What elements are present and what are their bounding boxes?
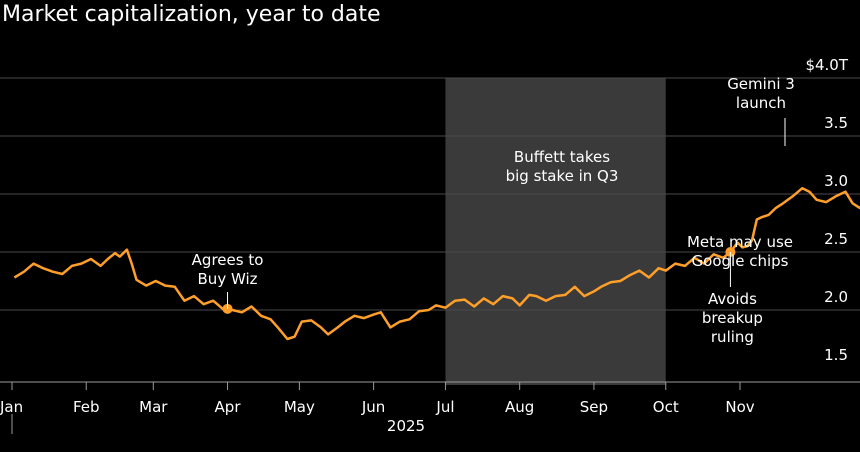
x-axis-year-label: 2025 xyxy=(387,417,425,435)
annotation-label: Meta may use Google chips xyxy=(687,233,793,270)
x-tick-label: Feb xyxy=(73,398,100,416)
chart-title: Market capitalization, year to date xyxy=(2,2,381,27)
y-tick-label: 1.5 xyxy=(824,346,848,364)
annotation-line: Gemini 3 xyxy=(727,75,795,93)
shaded-period xyxy=(445,78,666,385)
annotation-line: Buffett takes xyxy=(514,148,610,166)
y-tick-label: $4.0T xyxy=(805,56,848,74)
series-line xyxy=(13,186,860,341)
y-tick-label: 2.0 xyxy=(824,288,848,306)
x-tick-label: Apr xyxy=(215,398,242,416)
x-tick-label: Mar xyxy=(139,398,168,416)
annotation-line: ruling xyxy=(711,328,754,346)
annotation-line: launch xyxy=(736,94,786,112)
y-tick-label: 3.0 xyxy=(824,172,848,190)
y-tick-label: 3.5 xyxy=(824,114,848,132)
annotation-line: breakup xyxy=(702,309,763,327)
annotation-line: Avoids xyxy=(708,290,757,308)
x-tick-label: Jul xyxy=(435,398,454,416)
x-tick-label: Aug xyxy=(505,398,534,416)
annotation-line: Agrees to xyxy=(192,251,264,269)
x-tick-label: Oct xyxy=(653,398,679,416)
annotation-line: Buy Wiz xyxy=(198,270,258,288)
annotation-label: Buffett takes big stake in Q3 xyxy=(506,148,619,185)
annotation-line: Meta may use xyxy=(687,233,793,251)
x-tick-label: Sep xyxy=(580,398,608,416)
annotation-line: Google chips xyxy=(692,252,789,270)
x-tick-label: Jun xyxy=(361,398,385,416)
y-tick-label: 2.5 xyxy=(824,230,848,248)
annotation-label: Avoids breakup ruling xyxy=(702,290,763,346)
annotation-line: big stake in Q3 xyxy=(506,167,619,185)
annotation-label: Agrees to Buy Wiz xyxy=(192,251,264,288)
x-tick-label: Nov xyxy=(725,398,754,416)
x-tick-label: Jan xyxy=(0,398,23,416)
x-tick-label: May xyxy=(284,398,315,416)
annotation-label: Gemini 3 launch xyxy=(727,75,795,112)
